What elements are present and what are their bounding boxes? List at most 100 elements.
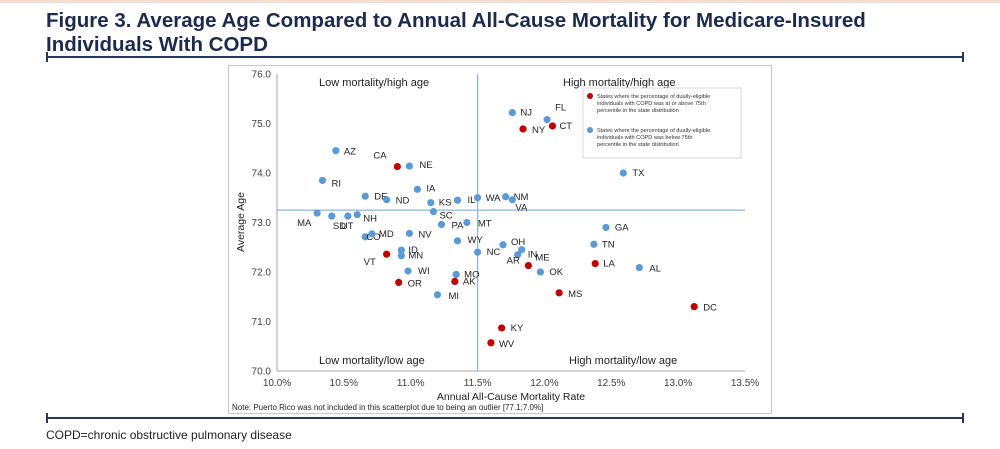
point-in-label: IN [528,250,538,261]
point-sc-label: SC [439,211,452,222]
point-fl-marker [543,115,551,124]
point-nd-marker [383,196,391,204]
point-ok-label: OK [549,267,563,278]
point-me-marker [524,261,532,270]
point-wa-label: WA [486,193,502,204]
scatter-chart: 10.0% 10.5% 11.0% 11.5% 12.0% 12.5% 13.0% 13.5%… [232,70,759,413]
point-ga-label: GA [615,222,629,233]
point-tx-marker [619,169,627,177]
footnote-divider [46,413,964,423]
point-ca-marker [393,162,401,171]
point-tx-label: TX [632,168,645,179]
point-ks-marker [427,199,435,207]
point-ca-label: CA [373,151,387,162]
reference-lines [277,74,745,371]
point-la-label: LA [603,259,615,270]
y-tick-label: 71.0 [252,317,272,328]
quadrant-label-bottom-left: Low mortality/low age [319,355,425,367]
legend-entry-low: States where the percentage of dually-el… [597,128,710,148]
point-pa-label: PA [451,220,464,231]
point-al-label: AL [649,264,661,275]
legend-marker-high [587,93,593,99]
point-wy-marker [453,237,462,245]
y-tick-label: 76.0 [252,70,272,81]
chart-legend: States where the percentage of dually-el… [582,87,742,159]
x-tick-label: 11.0% [397,378,425,389]
point-mt-label: MT [478,219,492,230]
point-sd-label: SD [333,221,346,232]
x-tick-label: 13.5% [731,378,759,389]
point-ct-marker [548,122,557,130]
y-tick-label: 73.0 [252,218,272,229]
y-tick-label: 75.0 [252,119,272,130]
x-tick-label: 10.0% [263,378,291,389]
point-me-label: ME [535,253,549,264]
point-sd-marker [328,212,336,220]
point-ar-label: AR [507,256,520,267]
point-nh-label: NH [363,214,377,225]
point-wv-marker [487,339,495,347]
point-wi-marker [404,267,412,275]
point-nc-label: NC [487,247,501,258]
point-ia-marker [413,185,421,193]
point-de-marker [361,192,369,200]
point-ky-label: KY [511,323,524,334]
y-tick-label: 70.0 [252,367,272,378]
point-in-marker [518,246,526,254]
point-nd-label: ND [396,196,410,207]
point-fl-label: FL [555,103,566,114]
quadrant-label-top-left: Low mortality/high age [319,77,429,89]
legend-marker-low [587,127,593,133]
legend-box [582,87,742,159]
point-ct-label: CT [559,121,572,132]
point-ms-label: MS [568,289,582,300]
point-vt-label: VT [364,257,376,268]
point-sc-marker [429,208,438,216]
point-or-label: OR [408,278,422,289]
point-dc-marker [690,303,698,311]
point-ia-label: IA [426,183,436,194]
point-nh-marker [353,210,361,219]
point-id-marker [397,246,405,254]
point-ri-label: RI [331,178,341,189]
point-ks-label: KS [439,198,452,209]
point-md-label: MD [379,229,394,240]
point-co-label: CO [366,232,380,243]
point-or-marker [395,278,403,286]
title-divider [46,52,964,62]
point-mn-label: MN [408,251,423,262]
top-accent-rule [0,0,1000,3]
x-axis-title: Annual All-Cause Mortality Rate [437,391,585,403]
point-nc-marker [473,248,482,256]
point-dc-label: DC [703,303,717,314]
point-tn-label: TN [602,239,615,250]
point-oh-marker [499,241,507,249]
point-pa-marker [437,220,446,229]
chart-note: Note: Puerto Rico was not included in th… [232,403,543,412]
point-mi-label: MI [448,291,459,302]
y-tick-label: 74.0 [252,169,272,180]
point-ma-label: MA [297,218,312,229]
point-nv-marker [405,229,413,237]
point-tn-marker [590,240,598,248]
x-tick-label: 10.5% [330,378,358,389]
point-md-marker [368,230,376,238]
point-al-marker [635,263,643,272]
point-va-marker [508,196,516,204]
x-tick-label: 12.5% [597,378,625,389]
point-mi-marker [433,291,442,299]
legend-entry-high: States where the percentage of dually-el… [597,94,710,114]
point-ak-label: AK [463,276,476,287]
point-ny-marker [519,125,527,133]
quadrant-label-top-right: High mortality/high age [563,77,676,89]
point-ri-marker [318,176,327,185]
point-il-label: IL [468,195,476,206]
point-ak-marker [451,277,459,286]
point-wa-marker [473,194,482,202]
point-nv-label: NV [418,229,432,240]
point-wi-label: WI [418,266,430,277]
point-de-label: DE [374,191,387,202]
point-ny-label: NY [532,125,546,136]
footnote: COPD=chronic obstructive pulmonary disea… [46,428,292,442]
point-nm-marker [502,193,510,201]
